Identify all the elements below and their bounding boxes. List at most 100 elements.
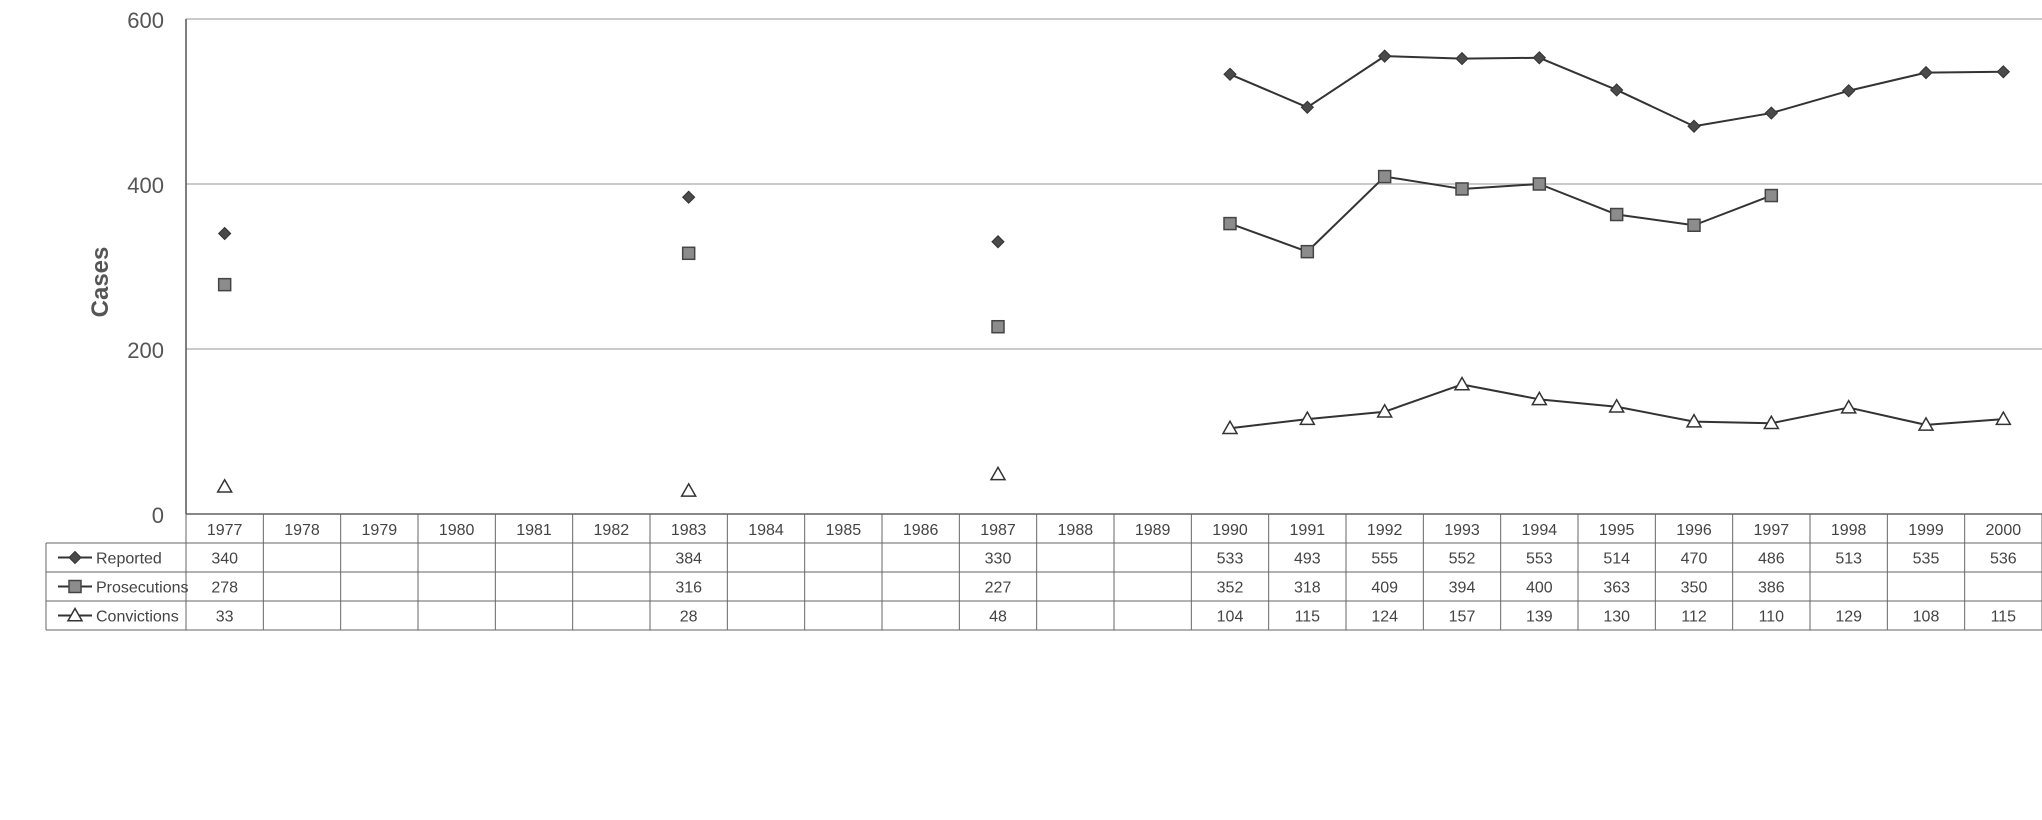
square-marker	[1455, 182, 1469, 196]
table-value: 340	[211, 551, 238, 568]
y-tick-label: 0	[152, 503, 164, 528]
legend-convictions: Convictions	[58, 606, 179, 626]
y-tick-label: 200	[127, 338, 164, 363]
table-value: 129	[1835, 609, 1862, 626]
series-line-segment	[1693, 194, 1772, 227]
diamond-marker	[1687, 119, 1701, 133]
square-marker	[68, 579, 82, 594]
series-line-segment	[1616, 89, 1695, 128]
x-tick-label: 2000	[1986, 522, 2022, 539]
data-table: 1977 1978 1979 1980 1981 1982 1983 1984 1985 1986…	[45, 513, 2042, 631]
x-tick-label: 1995	[1599, 522, 1635, 539]
table-value: 350	[1681, 580, 1708, 597]
table-value: 553	[1526, 551, 1553, 568]
series-line-segment	[1229, 222, 1308, 253]
table-value: 278	[211, 580, 238, 597]
x-tick-label: 1979	[362, 522, 398, 539]
triangle-marker	[1840, 399, 1857, 414]
triangle-marker	[989, 465, 1007, 481]
series-line-segment	[1229, 73, 1308, 109]
series-line-segment	[1693, 420, 1772, 425]
table-value: 48	[989, 609, 1007, 626]
legend-prosecutions: Prosecutions	[58, 580, 189, 597]
x-tick-label: 1987	[980, 522, 1016, 539]
table-value: 104	[1217, 609, 1244, 626]
square-marker	[1532, 177, 1547, 191]
diamond-marker	[1300, 100, 1315, 114]
axis-layer: 0 200 400 600	[127, 8, 2042, 528]
diamond-marker	[217, 226, 232, 241]
triangle-marker	[1995, 410, 2012, 426]
table-value: 514	[1603, 551, 1630, 568]
y-tick-label: 600	[127, 8, 164, 33]
diamond-marker	[681, 190, 696, 204]
table-value: 115	[1991, 609, 2017, 626]
table-value: 513	[1835, 551, 1862, 568]
x-tick-label: 1985	[826, 522, 862, 539]
series-line-segment	[1925, 418, 2004, 426]
x-tick-label: 1981	[516, 522, 552, 539]
diamond-marker	[991, 235, 1005, 249]
triangle-marker	[1531, 390, 1548, 406]
series-line-segment	[1693, 112, 1772, 128]
x-tick-label: 1983	[671, 522, 707, 539]
square-marker	[1609, 207, 1624, 222]
table-value: 110	[1759, 609, 1785, 626]
x-tick-label: 1994	[1522, 522, 1558, 539]
table-value: 139	[1526, 609, 1553, 626]
x-tick-label: 1990	[1212, 522, 1248, 539]
series-line-segment	[1539, 398, 1617, 408]
diamond-marker	[68, 550, 82, 565]
diamond-marker	[1223, 67, 1237, 81]
x-tick-label: 1997	[1754, 522, 1790, 539]
diamond-marker	[1532, 51, 1547, 65]
triangle-marker	[1608, 398, 1625, 413]
series-line-segment	[1306, 175, 1386, 253]
x-tick-label: 1999	[1908, 522, 1944, 539]
table-value: 384	[675, 551, 702, 568]
series-line-segment	[1538, 183, 1618, 216]
x-tick-label: 1996	[1676, 522, 1712, 539]
series-layer	[216, 49, 2012, 497]
triangle-marker	[1763, 414, 1780, 430]
table-value: 535	[1913, 551, 1940, 568]
diamond-marker	[1764, 106, 1779, 120]
table-value: 330	[985, 551, 1012, 568]
diamond-marker	[1841, 84, 1856, 98]
y-tick-label: 400	[127, 173, 164, 198]
diamond-marker	[1377, 49, 1392, 63]
triangle-marker	[1376, 403, 1393, 418]
triangle-marker	[680, 482, 697, 497]
table-value: 115	[1295, 609, 1321, 626]
square-marker	[681, 246, 696, 261]
series-line-segment	[1848, 406, 1927, 426]
table-value: 108	[1913, 609, 1940, 626]
table-value: 555	[1371, 551, 1398, 568]
table-value: 400	[1526, 580, 1553, 597]
triangle-marker	[66, 606, 84, 622]
series-line-segment	[1461, 383, 1540, 401]
table-value: 227	[985, 580, 1012, 597]
x-tick-label: 1992	[1367, 522, 1403, 539]
x-tick-label: 1989	[1135, 522, 1171, 539]
table-value: 493	[1294, 551, 1321, 568]
series-line-segment	[1616, 405, 1695, 423]
diamond-marker	[1609, 83, 1624, 97]
legend-label: Convictions	[96, 609, 179, 626]
triangle-marker	[1221, 419, 1239, 435]
table-value: 316	[675, 580, 702, 597]
diamond-marker	[1455, 51, 1469, 66]
series-line-segment	[1229, 418, 1308, 430]
square-marker	[1687, 218, 1701, 232]
series-line-segment	[1771, 406, 1849, 425]
series-convictions	[216, 375, 2012, 497]
table-value: 409	[1371, 580, 1398, 597]
square-marker	[1300, 244, 1315, 259]
square-marker	[1377, 169, 1392, 184]
series-line-segment	[1306, 55, 1386, 109]
x-tick-label: 1977	[207, 522, 243, 539]
table-value: 394	[1449, 580, 1476, 597]
series-line-segment	[1461, 183, 1540, 190]
